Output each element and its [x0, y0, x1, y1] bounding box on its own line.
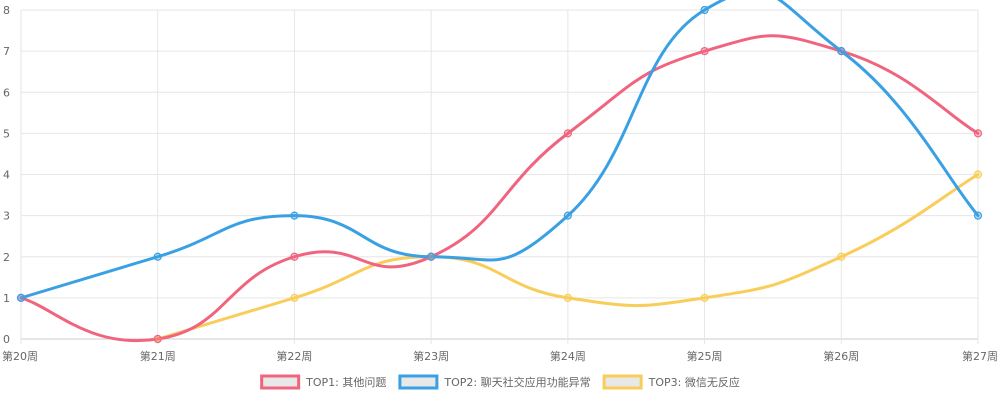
legend-swatch [260, 374, 301, 390]
x-tick-label: 第23周 [413, 349, 449, 363]
data-point-series-1[interactable] [700, 47, 709, 56]
data-point-series-3[interactable] [837, 252, 846, 261]
y-tick-label: 4 [3, 169, 10, 182]
legend-swatch [398, 374, 439, 390]
y-tick-label: 2 [3, 251, 10, 264]
x-tick-label: 第20周 [2, 349, 38, 363]
data-point-series-3[interactable] [700, 293, 709, 302]
data-point-series-1[interactable] [153, 334, 162, 344]
data-point-series-3[interactable] [973, 170, 983, 179]
series-line-3 [156, 173, 980, 341]
x-tick-label: 第26周 [823, 349, 859, 363]
y-tick-label: 0 [3, 333, 10, 346]
grid-lines [20, 9, 979, 344]
legend-item-2[interactable]: TOP2: 聊天社交应用功能异常 [398, 374, 591, 390]
legend: TOP1: 其他问题 TOP2: 聊天社交应用功能异常 TOP3: 微信无反应 [260, 374, 740, 390]
legend-item-3[interactable]: TOP3: 微信无反应 [602, 374, 740, 390]
x-tick-label: 第25周 [687, 349, 723, 363]
data-point-series-2[interactable] [16, 293, 26, 302]
y-tick-label: 5 [3, 127, 10, 140]
data-point-series-2[interactable] [837, 47, 846, 56]
data-point-series-3[interactable] [290, 293, 299, 302]
legend-swatch [602, 374, 643, 390]
series-line-2 [19, 0, 980, 300]
x-tick-label: 第24周 [550, 349, 586, 363]
y-tick-label: 6 [3, 86, 10, 99]
data-point-series-2[interactable] [563, 211, 572, 220]
y-tick-label: 1 [3, 292, 10, 305]
series-lines [19, 0, 980, 342]
x-tick-label: 第22周 [276, 349, 312, 363]
y-tick-label: 7 [3, 45, 10, 58]
axes: 0 1 2 3 4 5 6 7 8 第20周 第21周 第22周 第23周 第24周 第25周 第26周 第27… [2, 4, 998, 363]
data-point-series-2[interactable] [153, 252, 162, 261]
data-point-series-2[interactable] [290, 211, 299, 220]
data-point-series-1[interactable] [973, 129, 983, 138]
series-line-1 [19, 34, 980, 342]
data-point-series-2[interactable] [700, 5, 709, 15]
data-point-series-1[interactable] [290, 252, 299, 261]
data-point-series-2[interactable] [427, 252, 436, 261]
x-tick-label: 第27周 [962, 349, 998, 363]
x-tick-label: 第21周 [140, 349, 176, 363]
legend-label: TOP2: 聊天社交应用功能异常 [443, 375, 590, 389]
legend-label: TOP3: 微信无反应 [648, 375, 740, 389]
data-point-series-1[interactable] [563, 129, 572, 138]
data-points [16, 5, 983, 344]
legend-label: TOP1: 其他问题 [305, 376, 386, 389]
data-point-series-2[interactable] [973, 211, 983, 220]
legend-item-1[interactable]: TOP1: 其他问题 [260, 374, 387, 390]
y-tick-label: 8 [3, 4, 10, 17]
data-point-series-3[interactable] [563, 293, 572, 302]
y-tick-label: 3 [3, 210, 10, 223]
